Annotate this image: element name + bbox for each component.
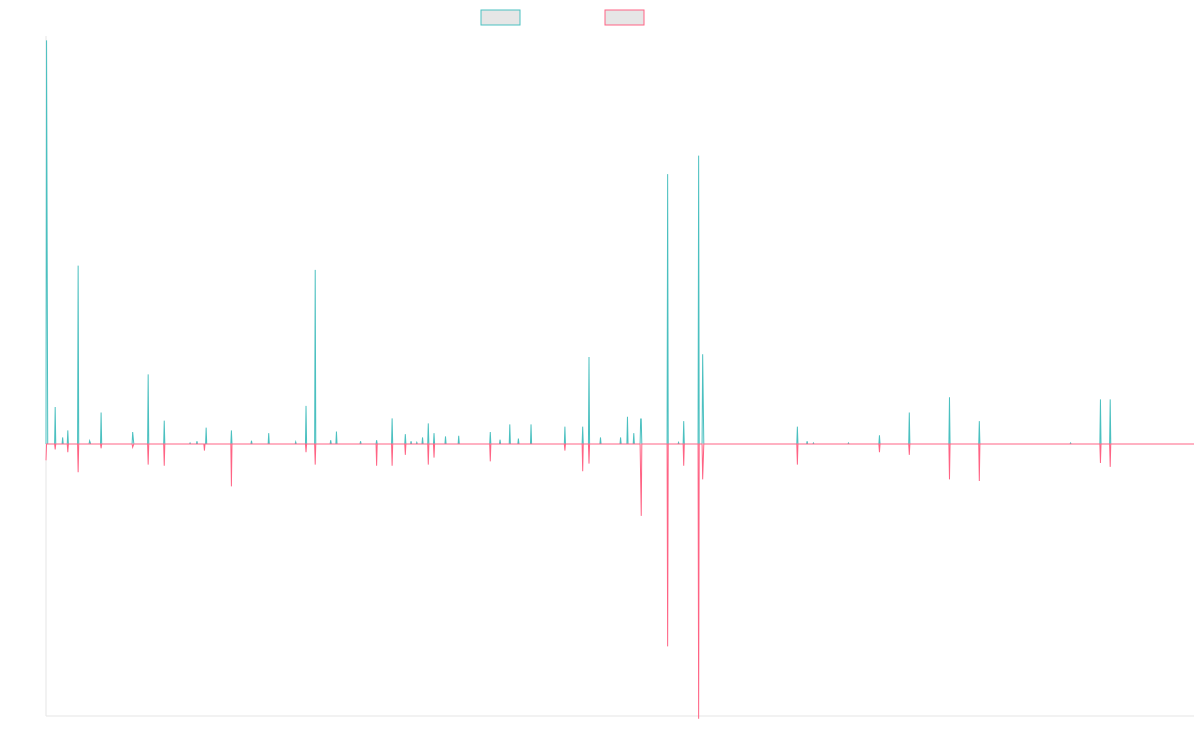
axes	[45, 36, 1194, 717]
series-layer	[45, 40, 1194, 719]
legend-swatch-2[interactable]	[604, 9, 645, 26]
series-line-1	[45, 40, 1194, 445]
series-line-2	[45, 443, 1194, 719]
legend	[480, 9, 645, 26]
legend-swatch-1[interactable]	[480, 9, 521, 26]
